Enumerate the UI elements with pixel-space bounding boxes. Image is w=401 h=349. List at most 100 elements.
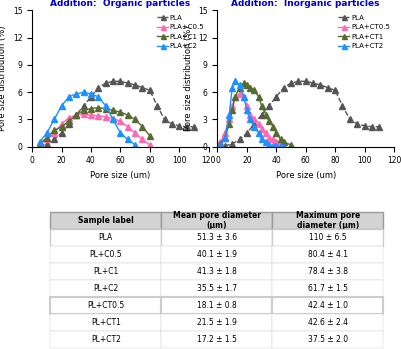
PLA+CT0.5 bbox=[217, 140, 222, 144]
PLA bbox=[229, 142, 234, 146]
Line: PLA+C2: PLA+C2 bbox=[36, 89, 138, 148]
PLA+CT0.5 bbox=[222, 131, 227, 135]
PLA+C1 bbox=[96, 105, 101, 110]
PLA+CT2 bbox=[237, 83, 241, 87]
PLA+CT2 bbox=[244, 108, 249, 112]
PLA bbox=[81, 104, 86, 108]
PLA+CT1 bbox=[232, 95, 237, 99]
PLA+CT2 bbox=[255, 131, 260, 135]
PLA+C2 bbox=[81, 90, 86, 94]
PLA+CT1 bbox=[217, 142, 222, 146]
PLA+C1 bbox=[74, 113, 79, 117]
PLA+CT0.5 bbox=[229, 104, 234, 108]
PLA bbox=[74, 113, 79, 117]
PLA+C0.5 bbox=[66, 116, 71, 120]
PLA+C1 bbox=[140, 125, 144, 129]
PLA+C0.5 bbox=[59, 122, 64, 126]
PLA+C0.5 bbox=[81, 112, 86, 116]
PLA+C1 bbox=[132, 117, 137, 121]
PLA bbox=[118, 79, 123, 83]
PLA+CT0.5 bbox=[237, 92, 241, 96]
PLA+C1 bbox=[59, 125, 64, 129]
PLA bbox=[103, 81, 108, 85]
PLA+C2 bbox=[52, 117, 57, 121]
Line: PLA+CT2: PLA+CT2 bbox=[217, 79, 286, 149]
PLA+CT1 bbox=[237, 86, 241, 90]
PLA+CT2 bbox=[281, 144, 286, 149]
PLA+C2 bbox=[132, 143, 137, 147]
PLA bbox=[52, 137, 57, 141]
PLA bbox=[45, 142, 49, 146]
PLA bbox=[237, 137, 241, 141]
PLA bbox=[302, 79, 307, 83]
PLA bbox=[354, 122, 359, 126]
PLA+C0.5 bbox=[125, 125, 130, 129]
Line: PLA+CT0.5: PLA+CT0.5 bbox=[217, 91, 286, 149]
PLA+C2 bbox=[66, 95, 71, 99]
PLA bbox=[191, 125, 196, 129]
PLA+C2 bbox=[37, 140, 42, 144]
PLA bbox=[281, 86, 286, 90]
PLA+CT2 bbox=[217, 143, 222, 147]
PLA+CT0.5 bbox=[277, 142, 282, 146]
PLA bbox=[346, 117, 351, 121]
PLA bbox=[37, 144, 42, 148]
Title: Addition:  Organic particles: Addition: Organic particles bbox=[50, 0, 190, 8]
PLA+CT2 bbox=[277, 144, 282, 149]
PLA bbox=[140, 86, 144, 90]
PLA+C1 bbox=[81, 108, 86, 112]
Title: Addition:  Inorganic particles: Addition: Inorganic particles bbox=[231, 0, 379, 8]
PLA+C1 bbox=[45, 135, 49, 140]
PLA+C1 bbox=[66, 119, 71, 123]
PLA bbox=[66, 122, 71, 126]
PLA+CT2 bbox=[251, 125, 256, 129]
PLA bbox=[310, 81, 315, 85]
PLA+CT1 bbox=[226, 122, 231, 126]
PLA+CT0.5 bbox=[281, 144, 286, 148]
PLA bbox=[96, 86, 101, 90]
PLA+C2 bbox=[74, 92, 79, 96]
PLA+CT1 bbox=[270, 125, 275, 129]
PLA+CT0.5 bbox=[226, 117, 231, 121]
X-axis label: Pore size (um): Pore size (um) bbox=[90, 171, 150, 180]
PLA+CT2 bbox=[263, 140, 268, 144]
PLA bbox=[295, 79, 300, 83]
PLA bbox=[110, 79, 115, 83]
PLA bbox=[324, 86, 329, 90]
PLA+CT2 bbox=[229, 86, 234, 90]
PLA+CT2 bbox=[270, 144, 275, 148]
PLA+CT1 bbox=[288, 143, 293, 147]
PLA+CT0.5 bbox=[259, 126, 263, 131]
PLA+C2 bbox=[96, 95, 101, 99]
PLA+CT0.5 bbox=[241, 95, 246, 99]
PLA+CT1 bbox=[281, 140, 286, 144]
PLA bbox=[288, 81, 293, 85]
PLA bbox=[244, 131, 249, 135]
PLA bbox=[361, 124, 366, 128]
PLA bbox=[369, 125, 373, 129]
PLA+CT0.5 bbox=[255, 122, 260, 126]
PLA bbox=[339, 104, 344, 108]
PLA bbox=[176, 124, 181, 128]
PLA+C2 bbox=[103, 104, 108, 108]
PLA+C1 bbox=[37, 142, 42, 146]
PLA bbox=[162, 117, 166, 121]
PLA+C2 bbox=[125, 137, 130, 141]
PLA+CT0.5 bbox=[266, 135, 271, 140]
PLA bbox=[88, 95, 93, 99]
PLA bbox=[59, 131, 64, 135]
PLA+CT2 bbox=[266, 143, 271, 147]
PLA+C0.5 bbox=[118, 119, 123, 123]
PLA+C1 bbox=[110, 108, 115, 112]
Line: PLA+C1: PLA+C1 bbox=[36, 105, 152, 147]
PLA+C0.5 bbox=[88, 113, 93, 117]
PLA+CT1 bbox=[255, 95, 260, 99]
PLA+C1 bbox=[88, 106, 93, 111]
PLA bbox=[251, 122, 256, 126]
PLA+CT1 bbox=[222, 135, 227, 140]
PLA+CT1 bbox=[244, 83, 249, 87]
PLA+C0.5 bbox=[103, 114, 108, 119]
PLA+C0.5 bbox=[96, 114, 101, 118]
PLA bbox=[273, 95, 278, 99]
PLA+C2 bbox=[118, 131, 123, 135]
